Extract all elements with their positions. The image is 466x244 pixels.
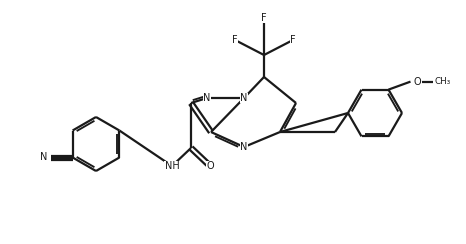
Text: N: N: [240, 142, 248, 152]
Text: F: F: [232, 35, 238, 45]
Text: N: N: [40, 152, 48, 163]
Text: N: N: [203, 93, 211, 103]
Text: CH₃: CH₃: [434, 77, 451, 86]
Text: F: F: [290, 35, 296, 45]
Text: NH: NH: [164, 161, 179, 171]
Text: N: N: [240, 93, 248, 103]
Text: O: O: [206, 161, 214, 171]
Text: O: O: [413, 77, 421, 87]
Text: F: F: [261, 13, 267, 23]
